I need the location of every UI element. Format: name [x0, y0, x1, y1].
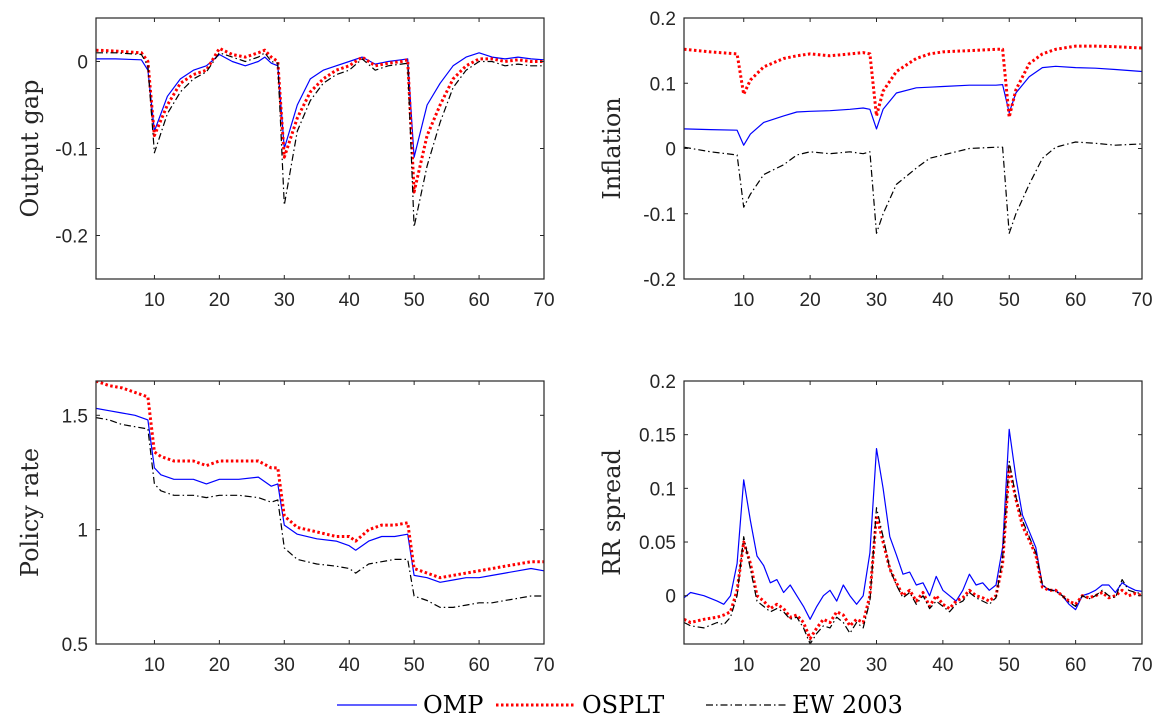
x-tick-label: 40 [339, 655, 360, 676]
series-group [684, 44, 1142, 234]
legend-label-ew2003: EW 2003 [792, 691, 903, 719]
y-axis-title: Output gap [16, 80, 44, 218]
series-line-ew2003 [684, 141, 1142, 234]
x-tick-label: 10 [144, 290, 165, 311]
x-tick-label: 60 [1065, 655, 1086, 676]
x-tick-label: 10 [733, 655, 754, 676]
series-group [96, 381, 544, 608]
legend-entry-ew2003: EW 2003 [706, 691, 903, 719]
axes-frame [683, 17, 1143, 280]
y-axis-title: Inflation [598, 97, 626, 199]
x-tick-label: 30 [274, 655, 295, 676]
x-tick-label: 30 [866, 655, 887, 676]
x-tick-label: 40 [339, 290, 360, 311]
x-tick-label: 70 [1131, 655, 1152, 676]
y-tick-label: -0.1 [643, 205, 676, 226]
legend: OMP OSPLT EW 2003 [337, 691, 903, 719]
x-tick-label: 20 [209, 290, 230, 311]
series-line-omp [684, 65, 1142, 146]
y-tick-label: 1 [77, 521, 88, 542]
axes-frame [95, 17, 545, 280]
y-axis-title: Policy rate [16, 448, 44, 577]
y-tick-label: -0.2 [643, 270, 676, 291]
y-tick-label: 1.5 [62, 406, 88, 427]
series-line-osplt [96, 46, 544, 194]
series-line-omp [96, 407, 544, 583]
y-tick-label: -0.1 [55, 140, 88, 161]
x-tick-label: 10 [144, 655, 165, 676]
x-tick-label: 20 [800, 290, 821, 311]
series-line-ew2003 [684, 460, 1142, 644]
x-tick-label: 60 [1065, 290, 1086, 311]
panel-inflation: 10 20 30 40 50 60 70 0.2 0.1 0 -0.1 -0.2 Inflation [598, 9, 1153, 311]
x-tick-label: 40 [932, 290, 953, 311]
x-tick-label: 30 [866, 290, 887, 311]
panel-policy-rate: 10 20 30 40 50 60 70 1.5 1 0.5 Policy rate [16, 380, 555, 676]
x-tick-label: 70 [533, 655, 554, 676]
x-tick-label: 50 [999, 655, 1020, 676]
legend-label-omp: OMP [423, 691, 483, 719]
series-line-omp [96, 52, 544, 158]
y-tick-label: 0 [77, 53, 88, 74]
x-tick-label: 50 [404, 655, 425, 676]
x-tick-label: 50 [404, 290, 425, 311]
legend-entry-osplt: OSPLT [496, 691, 664, 719]
x-tick-label: 40 [932, 655, 953, 676]
series-line-ew2003 [96, 417, 544, 608]
y-axis-title: RR spread [598, 449, 626, 576]
y-tick-label: 0.5 [62, 635, 88, 656]
panel-rr-spread: 10 20 30 40 50 60 70 0.2 0.15 0.1 0.05 0 RR spread [598, 372, 1153, 676]
x-tick-label: 60 [469, 290, 490, 311]
x-tick-label: 10 [733, 290, 754, 311]
series-group [684, 428, 1142, 644]
y-tick-label: -0.2 [55, 227, 88, 248]
series-line-ew2003 [96, 52, 544, 228]
x-tick-label: 70 [533, 290, 554, 311]
x-tick-label: 30 [274, 290, 295, 311]
y-tick-label: 0.15 [639, 426, 676, 447]
y-tick-label: 0.1 [650, 74, 676, 95]
y-tick-label: 0.1 [650, 479, 676, 500]
series-line-osplt [684, 465, 1142, 641]
legend-entry-omp: OMP [337, 691, 483, 719]
series-line-osplt [96, 381, 544, 580]
y-tick-label: 0.2 [650, 9, 676, 30]
legend-label-osplt: OSPLT [582, 691, 664, 719]
axes-frame [683, 380, 1143, 645]
y-tick-label: 0 [665, 140, 676, 161]
x-tick-label: 20 [209, 655, 230, 676]
y-tick-label: 0.05 [639, 533, 676, 554]
series-line-omp [684, 428, 1142, 620]
axes-frame [95, 380, 545, 645]
x-tick-label: 70 [1131, 290, 1152, 311]
series-group [96, 46, 544, 228]
y-tick-label: 0.2 [650, 372, 676, 393]
series-line-osplt [684, 44, 1142, 119]
x-tick-label: 50 [999, 290, 1020, 311]
y-tick-label: 0 [665, 587, 676, 608]
x-tick-label: 60 [469, 655, 490, 676]
x-tick-label: 20 [800, 655, 821, 676]
panel-output-gap: 10 20 30 40 50 60 70 0 -0.1 -0.2 Output gap [16, 17, 555, 311]
